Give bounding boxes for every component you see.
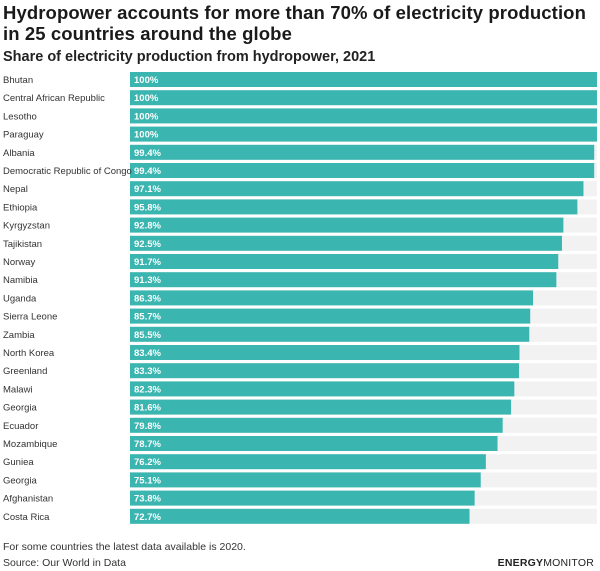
- value-label: 85.7%: [134, 312, 161, 323]
- bar: [130, 290, 534, 306]
- value-label: 75.1%: [134, 475, 161, 486]
- bar: [130, 399, 512, 415]
- category-label: Uganda: [3, 293, 37, 304]
- category-label: Kyrgyzstan: [3, 221, 50, 232]
- bar: [130, 90, 597, 106]
- category-label: Afghanistan: [3, 494, 53, 505]
- category-label: Lesotho: [3, 111, 37, 122]
- value-label: 81.6%: [134, 403, 161, 414]
- category-label: Malawi: [3, 384, 33, 395]
- category-label: Georgia: [3, 475, 38, 486]
- value-label: 92.5%: [134, 239, 161, 250]
- value-label: 73.8%: [134, 494, 161, 505]
- category-label: Georgia: [3, 403, 38, 414]
- value-label: 100%: [134, 130, 159, 141]
- category-label: Sierra Leone: [3, 312, 57, 323]
- category-label: Greenland: [3, 366, 47, 377]
- category-label: Bhutan: [3, 75, 33, 86]
- category-label: Mozambique: [3, 439, 57, 450]
- bar: [130, 126, 597, 142]
- value-label: 95.8%: [134, 202, 161, 213]
- category-label: Norway: [3, 257, 35, 268]
- bar: [130, 417, 503, 433]
- bar: [130, 144, 595, 160]
- value-label: 91.7%: [134, 257, 161, 268]
- source-note: Source: Our World in Data: [3, 557, 126, 569]
- bar: [130, 272, 557, 288]
- bar: [130, 181, 584, 197]
- value-label: 91.3%: [134, 275, 161, 286]
- footnote: For some countries the latest data avail…: [3, 541, 246, 553]
- value-label: 83.3%: [134, 366, 161, 377]
- bar: [130, 217, 564, 233]
- category-label: North Korea: [3, 348, 55, 359]
- value-label: 82.3%: [134, 384, 161, 395]
- category-label: Guniea: [3, 457, 34, 468]
- category-label: Zambia: [3, 330, 35, 341]
- bar: [130, 508, 470, 524]
- category-label: Paraguay: [3, 130, 44, 141]
- bar: [130, 490, 475, 506]
- category-label: Tajikistan: [3, 239, 42, 250]
- chart-title: Hydropower accounts for more than 70% of…: [3, 2, 586, 44]
- value-label: 100%: [134, 111, 159, 122]
- value-label: 78.7%: [134, 439, 161, 450]
- value-label: 99.4%: [134, 148, 161, 159]
- brand-logo-bold: ENERGY: [497, 557, 544, 569]
- value-label: 97.1%: [134, 184, 161, 195]
- category-label: Democratic Republic of Congo: [3, 166, 132, 177]
- category-label: Costa Rica: [3, 512, 50, 523]
- category-label: Ecuador: [3, 421, 38, 432]
- bar: [130, 381, 515, 397]
- bar: [130, 326, 530, 342]
- category-label: Albania: [3, 148, 35, 159]
- value-label: 85.5%: [134, 330, 161, 341]
- bar: [130, 254, 559, 269]
- bar: [130, 345, 520, 360]
- bar: [130, 472, 481, 488]
- value-label: 86.3%: [134, 293, 161, 304]
- value-label: 100%: [134, 75, 159, 86]
- bar: [130, 363, 520, 379]
- brand-logo: ENERGYMONITOR: [498, 557, 594, 569]
- bar: [130, 163, 595, 178]
- bar: [130, 454, 486, 470]
- bar: [130, 235, 562, 251]
- bar: [130, 72, 597, 87]
- bar: [130, 108, 597, 124]
- value-label: 72.7%: [134, 512, 161, 523]
- value-label: 99.4%: [134, 166, 161, 177]
- value-label: 79.8%: [134, 421, 161, 432]
- category-label: Nepal: [3, 184, 28, 195]
- value-label: 100%: [134, 93, 159, 104]
- category-label: Ethiopia: [3, 202, 38, 213]
- bar: [130, 308, 531, 324]
- chart-subtitle: Share of electricity production from hyd…: [3, 49, 376, 65]
- brand-logo-light: MONITOR: [543, 557, 594, 569]
- value-label: 83.4%: [134, 348, 161, 359]
- value-label: 92.8%: [134, 221, 161, 232]
- bar: [130, 436, 498, 451]
- category-label: Namibia: [3, 275, 39, 286]
- bar-chart: Bhutan 100% Central African Republic 100% Le…: [3, 72, 597, 524]
- value-label: 76.2%: [134, 457, 161, 468]
- category-label: Central African Republic: [3, 93, 105, 104]
- bar: [130, 199, 578, 215]
